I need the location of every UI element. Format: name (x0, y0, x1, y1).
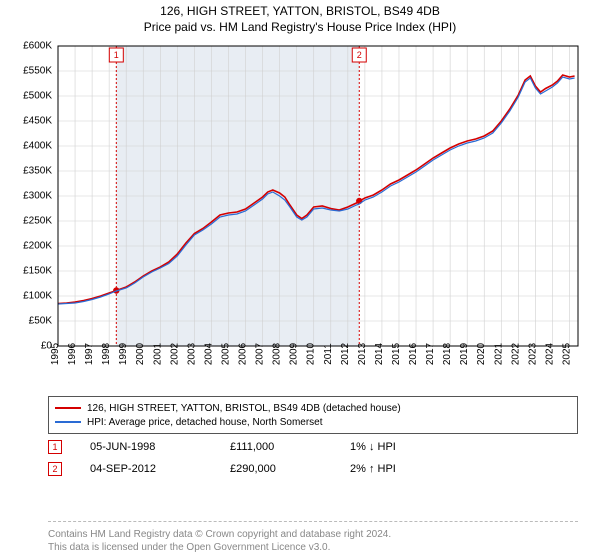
svg-text:£450K: £450K (23, 116, 52, 127)
svg-text:£500K: £500K (23, 91, 52, 102)
legend-swatch (55, 421, 81, 423)
chart-svg: £0£50K£100K£150K£200K£250K£300K£350K£400… (10, 40, 590, 390)
svg-text:£50K: £50K (29, 316, 53, 327)
footer-line: Contains HM Land Registry data © Crown c… (48, 528, 578, 541)
sale-date: 05-JUN-1998 (90, 441, 230, 453)
chart-title-subtitle: Price paid vs. HM Land Registry's House … (0, 20, 600, 34)
sale-marker-icon: 2 (48, 462, 62, 476)
legend-swatch (55, 407, 81, 409)
chart-title-address: 126, HIGH STREET, YATTON, BRISTOL, BS49 … (0, 4, 600, 18)
sale-row: 2 04-SEP-2012 £290,000 2% ↑ HPI (48, 458, 460, 480)
svg-text:£600K: £600K (23, 41, 52, 52)
sale-marker-icon: 1 (48, 440, 62, 454)
svg-text:£550K: £550K (23, 66, 52, 77)
svg-text:1: 1 (114, 50, 119, 60)
legend-item: 126, HIGH STREET, YATTON, BRISTOL, BS49 … (55, 401, 571, 415)
footer-line: This data is licensed under the Open Gov… (48, 541, 578, 554)
sale-price: £111,000 (230, 441, 350, 453)
sale-price: £290,000 (230, 463, 350, 475)
svg-text:£400K: £400K (23, 141, 52, 152)
legend-label: HPI: Average price, detached house, Nort… (87, 417, 323, 428)
sale-hpi: 2% ↑ HPI (350, 463, 460, 475)
svg-text:2: 2 (357, 50, 362, 60)
legend-label: 126, HIGH STREET, YATTON, BRISTOL, BS49 … (87, 403, 401, 414)
sales-table: 1 05-JUN-1998 £111,000 1% ↓ HPI 2 04-SEP… (48, 436, 460, 480)
sale-row: 1 05-JUN-1998 £111,000 1% ↓ HPI (48, 436, 460, 458)
legend: 126, HIGH STREET, YATTON, BRISTOL, BS49 … (48, 396, 578, 434)
footer: Contains HM Land Registry data © Crown c… (48, 521, 578, 554)
svg-text:£300K: £300K (23, 191, 52, 202)
sale-date: 04-SEP-2012 (90, 463, 230, 475)
svg-text:£200K: £200K (23, 241, 52, 252)
svg-text:£150K: £150K (23, 266, 52, 277)
chart-area: £0£50K£100K£150K£200K£250K£300K£350K£400… (10, 40, 590, 390)
chart-container: 126, HIGH STREET, YATTON, BRISTOL, BS49 … (0, 0, 600, 560)
svg-text:£350K: £350K (23, 166, 52, 177)
sale-hpi: 1% ↓ HPI (350, 441, 460, 453)
svg-text:£250K: £250K (23, 216, 52, 227)
title-block: 126, HIGH STREET, YATTON, BRISTOL, BS49 … (0, 0, 600, 34)
svg-text:£100K: £100K (23, 291, 52, 302)
legend-item: HPI: Average price, detached house, Nort… (55, 415, 571, 429)
